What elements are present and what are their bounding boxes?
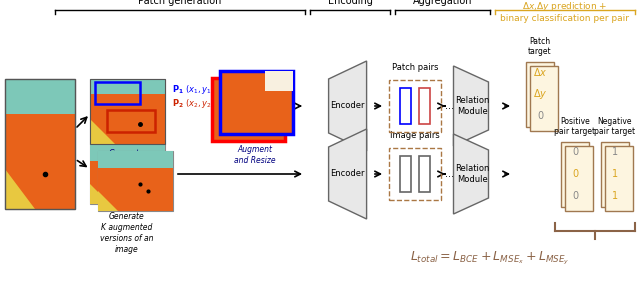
Bar xyxy=(530,66,558,131)
Bar xyxy=(212,78,285,141)
Polygon shape xyxy=(5,169,35,209)
Bar xyxy=(265,71,293,91)
Text: target: target xyxy=(528,47,552,55)
Polygon shape xyxy=(454,66,488,146)
Text: Relation
Module: Relation Module xyxy=(456,96,490,116)
Bar xyxy=(90,79,165,144)
Polygon shape xyxy=(90,184,110,204)
Bar xyxy=(107,110,155,132)
Text: 0: 0 xyxy=(537,111,543,121)
Polygon shape xyxy=(98,151,173,168)
Text: $\mathbf{P_1}$ $(x_1,y_1)$: $\mathbf{P_1}$ $(x_1,y_1)$ xyxy=(172,82,215,95)
Bar xyxy=(90,79,165,144)
Text: Generate
n Patches,
save positions: Generate n Patches, save positions xyxy=(100,149,154,180)
Text: $\Delta x$,$\Delta y$ prediction +
binary classification per pair: $\Delta x$,$\Delta y$ prediction + binar… xyxy=(500,0,630,23)
Bar xyxy=(389,80,441,132)
Bar xyxy=(400,156,411,192)
Text: 1: 1 xyxy=(612,191,618,201)
Text: Encoder: Encoder xyxy=(330,101,365,110)
Polygon shape xyxy=(90,79,165,94)
Bar xyxy=(419,88,430,124)
Bar xyxy=(400,88,411,124)
Bar xyxy=(260,78,285,97)
Polygon shape xyxy=(98,191,118,211)
Polygon shape xyxy=(5,79,75,114)
Bar xyxy=(601,142,629,207)
Text: Aggregation: Aggregation xyxy=(413,0,473,6)
Bar xyxy=(565,145,593,210)
Text: 1: 1 xyxy=(612,147,618,157)
Text: $L_{total} = L_{BCE} + L_{MSE_x} + L_{MSE_y}$: $L_{total} = L_{BCE} + L_{MSE_x} + L_{MS… xyxy=(410,250,570,267)
Text: Image pairs: Image pairs xyxy=(390,131,440,140)
Bar xyxy=(90,144,165,204)
Bar xyxy=(561,142,589,207)
Text: pair target: pair target xyxy=(595,127,636,136)
Bar xyxy=(526,62,554,127)
Bar xyxy=(605,145,633,210)
Bar xyxy=(98,151,173,211)
Text: Encoder: Encoder xyxy=(330,170,365,179)
Text: Patch: Patch xyxy=(529,36,550,45)
Bar xyxy=(419,156,430,192)
Polygon shape xyxy=(90,94,165,144)
Text: 1: 1 xyxy=(612,169,618,179)
Polygon shape xyxy=(90,144,165,161)
Text: Relation
Module: Relation Module xyxy=(456,164,490,184)
Text: Generate
K augmented
versions of an
image: Generate K augmented versions of an imag… xyxy=(100,212,154,254)
Text: Patch pairs: Patch pairs xyxy=(392,63,438,72)
Polygon shape xyxy=(90,119,115,144)
Polygon shape xyxy=(90,161,165,204)
Bar xyxy=(5,79,75,209)
Bar xyxy=(5,79,75,209)
Text: Positive: Positive xyxy=(560,116,590,125)
Bar xyxy=(389,148,441,200)
Bar xyxy=(95,82,140,104)
Text: Negative: Negative xyxy=(598,116,632,125)
Text: Image augmentation
Patch generation: Image augmentation Patch generation xyxy=(129,0,231,6)
Text: 0: 0 xyxy=(572,169,578,179)
Text: Encoding: Encoding xyxy=(328,0,372,6)
Polygon shape xyxy=(328,129,367,219)
Text: $\Delta y$: $\Delta y$ xyxy=(532,87,547,101)
Text: ...: ... xyxy=(445,101,454,111)
Text: Augment
and Resize: Augment and Resize xyxy=(234,145,276,165)
Polygon shape xyxy=(454,134,488,214)
Polygon shape xyxy=(98,168,173,211)
Text: 0: 0 xyxy=(572,147,578,157)
Text: pair target: pair target xyxy=(554,127,596,136)
Text: $\mathbf{P_2}$ $(x_2,y_2)$: $\mathbf{P_2}$ $(x_2,y_2)$ xyxy=(172,97,215,110)
Text: 0: 0 xyxy=(572,191,578,201)
Polygon shape xyxy=(328,61,367,151)
Polygon shape xyxy=(5,104,75,209)
Text: ...: ... xyxy=(445,169,454,179)
Bar xyxy=(220,71,293,134)
Text: $\Delta x$: $\Delta x$ xyxy=(532,66,547,78)
